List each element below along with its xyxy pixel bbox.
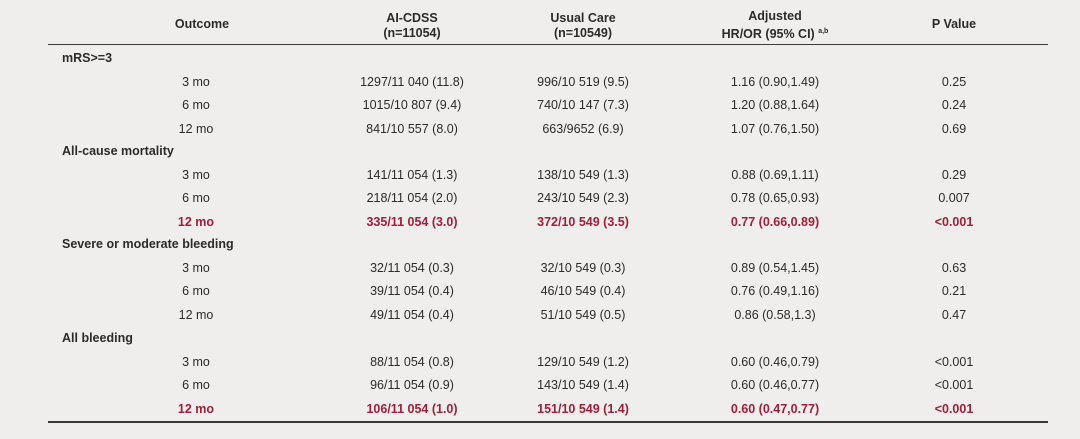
hr-or-value: 0.60 (0.46,0.79) — [731, 354, 819, 370]
time-point: 3 mo — [166, 74, 226, 90]
p-value: 0.47 — [942, 307, 966, 323]
usual-care-value: 46/10 549 (0.4) — [541, 283, 626, 299]
header-rule — [48, 44, 1048, 45]
p-value: <0.001 — [935, 354, 974, 370]
hr-or-value: 0.60 (0.46,0.77) — [731, 377, 819, 393]
usual-care-value: 138/10 549 (1.3) — [537, 167, 629, 183]
header-hr-or-superscript: a,b — [818, 28, 828, 35]
p-value: <0.001 — [935, 401, 974, 417]
p-value: <0.001 — [935, 377, 974, 393]
group-label: Severe or moderate bleeding — [62, 236, 234, 252]
header-ai-cdss: AI-CDSS — [386, 11, 437, 26]
usual-care-value: 372/10 549 (3.5) — [537, 214, 629, 230]
ai-cdss-value: 106/11 054 (1.0) — [366, 401, 457, 417]
usual-care-value: 51/10 549 (0.5) — [541, 307, 626, 323]
time-point: 12 mo — [166, 214, 226, 230]
time-point: 6 mo — [166, 97, 226, 113]
bottom-rule — [48, 421, 1048, 423]
time-point: 12 mo — [166, 401, 226, 417]
hr-or-value: 1.07 (0.76,1.50) — [731, 121, 819, 137]
time-point: 3 mo — [166, 354, 226, 370]
ai-cdss-value: 841/10 557 (8.0) — [366, 121, 458, 137]
usual-care-value: 32/10 549 (0.3) — [541, 260, 626, 276]
header-usual-care: Usual Care — [550, 11, 615, 26]
p-value: <0.001 — [935, 214, 974, 230]
time-point: 3 mo — [166, 167, 226, 183]
hr-or-value: 0.89 (0.54,1.45) — [731, 260, 819, 276]
hr-or-value: 0.78 (0.65,0.93) — [731, 190, 819, 206]
time-point: 12 mo — [166, 121, 226, 137]
usual-care-value: 740/10 147 (7.3) — [537, 97, 629, 113]
group-label: All bleeding — [62, 330, 133, 346]
hr-or-value: 0.60 (0.47,0.77) — [731, 401, 819, 417]
header-p-value: P Value — [932, 17, 976, 32]
header-ai-cdss-n: (n=11054) — [383, 26, 440, 41]
ai-cdss-value: 88/11 054 (0.8) — [370, 354, 454, 370]
p-value: 0.007 — [938, 190, 969, 206]
usual-care-value: 129/10 549 (1.2) — [537, 354, 629, 370]
p-value: 0.63 — [942, 260, 966, 276]
ai-cdss-value: 49/11 054 (0.4) — [370, 307, 454, 323]
hr-or-value: 1.20 (0.88,1.64) — [731, 97, 819, 113]
p-value: 0.69 — [942, 121, 966, 137]
time-point: 3 mo — [166, 260, 226, 276]
p-value: 0.25 — [942, 74, 966, 90]
header-hr-or: HR/OR (95% CI) a,b — [722, 24, 829, 42]
ai-cdss-value: 32/11 054 (0.3) — [370, 260, 454, 276]
ai-cdss-value: 218/11 054 (2.0) — [367, 190, 458, 206]
hr-or-value: 0.76 (0.49,1.16) — [731, 283, 819, 299]
group-label: mRS>=3 — [62, 50, 112, 66]
time-point: 12 mo — [166, 307, 226, 323]
hr-or-value: 0.88 (0.69,1.11) — [731, 167, 818, 183]
ai-cdss-value: 141/11 054 (1.3) — [367, 167, 458, 183]
ai-cdss-value: 1297/11 040 (11.8) — [360, 74, 464, 90]
header-usual-care-n: (n=10549) — [554, 26, 612, 41]
ai-cdss-value: 335/11 054 (3.0) — [366, 214, 457, 230]
header-hr-or-label: HR/OR (95% CI) — [722, 27, 815, 41]
time-point: 6 mo — [166, 283, 226, 299]
usual-care-value: 143/10 549 (1.4) — [537, 377, 629, 393]
p-value: 0.29 — [942, 167, 966, 183]
header-adjusted: Adjusted — [748, 9, 801, 24]
p-value: 0.21 — [942, 283, 966, 299]
group-label: All-cause mortality — [62, 143, 174, 159]
ai-cdss-value: 39/11 054 (0.4) — [370, 283, 454, 299]
hr-or-value: 0.77 (0.66,0.89) — [731, 214, 819, 230]
hr-or-value: 1.16 (0.90,1.49) — [731, 74, 819, 90]
ai-cdss-value: 96/11 054 (0.9) — [370, 377, 454, 393]
hr-or-value: 0.86 (0.58,1.3) — [734, 307, 815, 323]
header-outcome: Outcome — [175, 17, 229, 32]
ai-cdss-value: 1015/10 807 (9.4) — [363, 97, 462, 113]
usual-care-value: 996/10 519 (9.5) — [537, 74, 629, 90]
time-point: 6 mo — [166, 190, 226, 206]
usual-care-value: 151/10 549 (1.4) — [537, 401, 629, 417]
p-value: 0.24 — [942, 97, 966, 113]
time-point: 6 mo — [166, 377, 226, 393]
usual-care-value: 663/9652 (6.9) — [542, 121, 623, 137]
usual-care-value: 243/10 549 (2.3) — [537, 190, 629, 206]
